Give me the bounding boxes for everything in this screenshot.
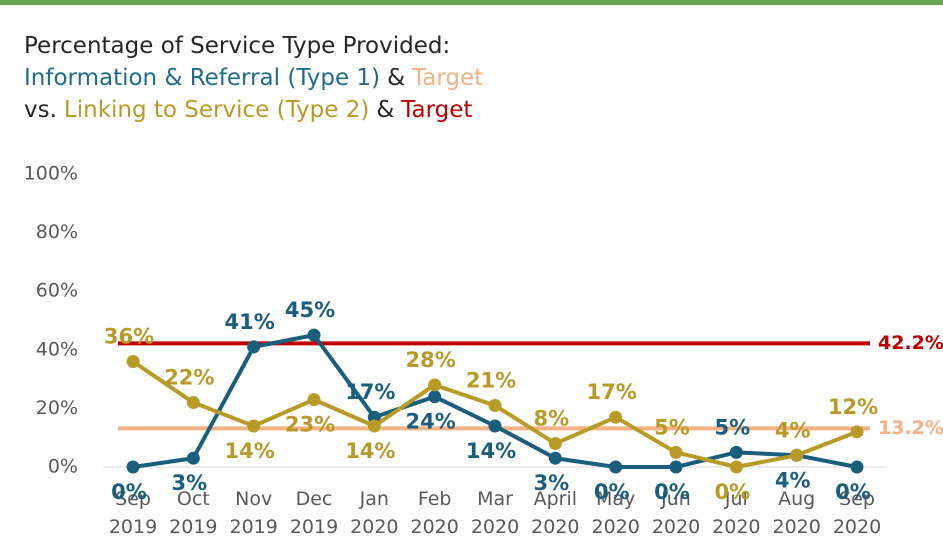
y-tick-label: 0%: [48, 456, 78, 478]
data-point: [669, 445, 683, 459]
x-tick-label: Aug 2020: [772, 488, 820, 538]
data-point: [548, 437, 562, 451]
title-segment: Percentage of Service Type Provided:: [24, 33, 450, 59]
data-point: [307, 393, 321, 407]
data-label: 5%: [715, 415, 751, 439]
data-label: 17%: [587, 380, 637, 404]
data-point: [428, 390, 442, 404]
x-tick-label: Oct 2019: [169, 488, 217, 538]
x-tick-label: Jun 2020: [652, 488, 700, 538]
data-point: [186, 451, 200, 465]
data-point: [790, 448, 804, 462]
data-label: 12%: [828, 395, 878, 419]
data-label: 3%: [534, 471, 570, 495]
title-segment: vs.: [24, 97, 57, 123]
chart-title: Percentage of Service Type Provided:: [24, 33, 450, 59]
title-segment: &: [376, 97, 394, 123]
chart-title: Information & Referral (Type 1) & Target: [24, 65, 483, 91]
chart-title: vs. Linking to Service (Type 2) & Target: [24, 97, 472, 123]
data-label: 23%: [285, 413, 335, 437]
data-label: 0%: [594, 480, 630, 504]
data-point: [186, 396, 200, 410]
data-point: [850, 460, 864, 474]
data-point: [428, 378, 442, 392]
data-label: 0%: [654, 480, 690, 504]
y-tick-label: 40%: [36, 338, 78, 360]
title-segment: Information & Referral (Type 1): [24, 65, 380, 91]
title-segment: Linking to Service (Type 2): [64, 97, 369, 123]
top-bar: [0, 0, 943, 5]
data-point: [609, 460, 623, 474]
x-tick-label: May 2020: [591, 488, 639, 538]
title-segment: Target: [411, 65, 483, 91]
data-label: 28%: [406, 348, 456, 372]
data-point: [126, 460, 140, 474]
target-label: 42.2%: [878, 332, 943, 354]
x-tick-label: Sep 2019: [109, 488, 157, 538]
data-label: 24%: [406, 410, 456, 434]
data-point: [548, 451, 562, 465]
x-tick-label: Nov 2019: [229, 488, 277, 538]
data-label: 41%: [225, 310, 275, 334]
data-label: 4%: [775, 468, 811, 492]
data-point: [729, 445, 743, 459]
x-tick-label: Jan 2020: [350, 488, 398, 538]
data-point: [609, 410, 623, 424]
title-segment: Target: [400, 97, 472, 123]
y-tick-label: 60%: [36, 280, 78, 302]
data-point: [126, 355, 140, 369]
data-label: 21%: [466, 368, 516, 392]
data-label: 3%: [172, 471, 208, 495]
data-label: 0%: [835, 480, 871, 504]
data-point: [488, 398, 502, 412]
data-label: 14%: [466, 439, 516, 463]
data-label: 14%: [345, 439, 395, 463]
x-tick-label: Feb 2020: [410, 488, 458, 538]
data-label: 5%: [654, 415, 690, 439]
data-label: 0%: [111, 480, 147, 504]
data-point: [247, 419, 261, 433]
data-point: [488, 419, 502, 433]
target-label: 13.2%: [878, 417, 943, 439]
x-tick-label: Jul 2020: [712, 488, 760, 538]
data-label: 45%: [285, 298, 335, 322]
x-tick-label: Dec 2019: [290, 488, 338, 538]
data-point: [669, 460, 683, 474]
data-label: 17%: [345, 380, 395, 404]
data-point: [367, 419, 381, 433]
y-tick-label: 100%: [24, 163, 78, 185]
data-label: 0%: [715, 480, 751, 504]
data-point: [850, 425, 864, 439]
data-point: [729, 460, 743, 474]
data-label: 22%: [164, 366, 214, 390]
title-segment: &: [387, 65, 405, 91]
y-tick-label: 80%: [36, 221, 78, 243]
data-label: 14%: [225, 439, 275, 463]
x-tick-label: Mar 2020: [471, 488, 519, 538]
x-tick-label: Sep 2020: [833, 488, 881, 538]
x-tick-label: April 2020: [531, 488, 579, 538]
data-point: [247, 340, 261, 354]
data-label: 4%: [775, 418, 811, 442]
data-label: 8%: [534, 407, 570, 431]
data-label: 36%: [104, 325, 154, 349]
y-tick-label: 20%: [36, 397, 78, 419]
data-point: [307, 328, 321, 342]
